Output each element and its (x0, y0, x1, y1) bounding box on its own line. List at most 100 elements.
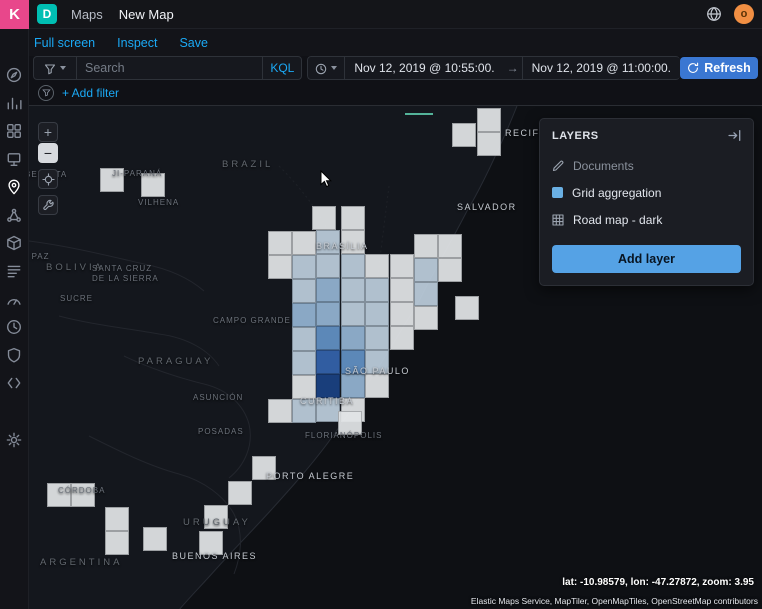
add-layer-button[interactable]: Add layer (552, 245, 741, 273)
grid-cell (338, 411, 362, 435)
date-from[interactable]: Nov 12, 2019 @ 10:55:00. (345, 56, 504, 80)
grid-cell (268, 399, 292, 423)
grid-cell (292, 327, 316, 351)
grid-cell (390, 302, 414, 326)
range-arrow-icon: → (503, 56, 522, 80)
inspect-link[interactable]: Inspect (117, 35, 158, 50)
dashboard-icon[interactable] (6, 123, 22, 139)
full-screen-link[interactable]: Full screen (34, 35, 96, 50)
refresh-button[interactable]: Refresh (680, 57, 758, 79)
map-coordinates: lat: -10.98579, lon: -47.27872, zoom: 3.… (562, 577, 754, 588)
filter-options-button[interactable] (38, 84, 54, 101)
devtools-icon[interactable] (6, 375, 22, 391)
layer-item-road-map-dark[interactable]: Road map - dark (552, 206, 741, 233)
grid-cell (100, 168, 124, 192)
crosshair-icon (41, 172, 55, 186)
grid-cell (438, 258, 462, 282)
grid-cell (365, 254, 389, 278)
kibana-logo[interactable]: K (0, 0, 29, 29)
layer-list: Documents Grid aggregation Road map - dark (552, 152, 741, 233)
maps-icon[interactable] (6, 179, 22, 195)
map-label: RECIFE (505, 128, 548, 138)
grid-cell (477, 108, 501, 132)
user-avatar[interactable]: o (734, 4, 754, 24)
add-filter-button[interactable]: + Add filter (62, 85, 120, 100)
landmass (29, 106, 517, 609)
canvas-icon[interactable] (6, 151, 22, 167)
ml-icon[interactable] (6, 207, 22, 223)
discover-icon[interactable] (6, 67, 22, 83)
map-label: ARGENTINA (40, 557, 123, 568)
map-label: SÃO PAULO (345, 366, 410, 376)
grid-cell (341, 254, 365, 278)
map-label: CURITIBA (300, 396, 355, 406)
breadcrumb[interactable]: Maps (71, 6, 103, 22)
map-label: PORTO ALEGRE (266, 471, 355, 481)
clock-icon (315, 62, 327, 75)
grid-cell (105, 507, 129, 531)
chevron-down-icon (60, 66, 66, 70)
grid-cell (268, 231, 292, 255)
app-sidebar (0, 29, 29, 609)
grid-cell (292, 279, 316, 303)
grid-cell (316, 326, 340, 350)
grid-cell (365, 326, 389, 350)
zoom-out-button[interactable]: − (38, 143, 58, 163)
grid-cell (365, 302, 389, 326)
grid-cell (414, 282, 438, 306)
layer-item-grid-aggregation[interactable]: Grid aggregation (552, 179, 741, 206)
map-label: BRASÍLIA (316, 241, 369, 251)
grid-cell (316, 398, 340, 422)
metrics-icon[interactable] (6, 235, 22, 251)
space-badge[interactable]: D (37, 4, 57, 24)
logs-icon[interactable] (6, 263, 22, 279)
kql-button[interactable]: KQL (262, 56, 303, 80)
layers-panel-title: LAYERS (552, 129, 599, 142)
zoom-in-button[interactable]: + (38, 122, 58, 142)
grid-cell (341, 374, 365, 398)
apm-icon[interactable] (6, 291, 22, 307)
uptime-icon[interactable] (6, 319, 22, 335)
grid-cell (341, 230, 365, 254)
grid-cell (341, 206, 365, 230)
save-link[interactable]: Save (179, 35, 208, 50)
search-input[interactable]: Search (77, 56, 263, 80)
basemap (29, 106, 518, 609)
grid-cell (252, 456, 276, 480)
search-placeholder: Search (85, 61, 125, 75)
layer-item-documents[interactable]: Documents (552, 152, 741, 179)
chevron-down-icon (331, 66, 338, 70)
grid-cell (341, 302, 365, 326)
country-border (123, 355, 251, 479)
set-view-button[interactable] (38, 169, 58, 189)
grid-cell (316, 230, 340, 254)
top-header: K D Maps New Map o (0, 0, 762, 29)
wrench-icon (42, 199, 55, 212)
grid-cell (292, 303, 316, 327)
grid-cell (365, 374, 389, 398)
tools-button[interactable] (38, 195, 58, 215)
country-border (29, 240, 205, 292)
map-label: JI-PARANÁ (112, 169, 163, 178)
grid-cell (312, 206, 336, 230)
country-border (58, 315, 220, 367)
date-to[interactable]: Nov 12, 2019 @ 11:00:00. (521, 56, 680, 80)
refresh-icon (687, 62, 699, 74)
grid-cell (365, 350, 389, 374)
map-label: BRAZIL (222, 159, 274, 170)
quick-ranges-button[interactable] (307, 56, 346, 80)
collapse-panel-icon[interactable] (728, 129, 741, 142)
globe-icon[interactable] (706, 6, 722, 22)
grid-cell (199, 531, 223, 555)
visualize-icon[interactable] (6, 95, 22, 111)
map-label: PARAGUAY (138, 356, 214, 367)
grid-cell (268, 255, 292, 279)
management-icon[interactable] (6, 432, 22, 448)
grid-cell (390, 326, 414, 350)
map-label: CÓRDOBA (58, 486, 106, 495)
grid-cell (316, 278, 340, 302)
state-border (373, 185, 390, 307)
map-canvas[interactable]: BRAZIL SALVADOR RECIFE BRASÍLIA SÃO PAULO CAM… (29, 105, 762, 609)
saved-query-button[interactable] (33, 56, 77, 80)
siem-icon[interactable] (6, 347, 22, 363)
